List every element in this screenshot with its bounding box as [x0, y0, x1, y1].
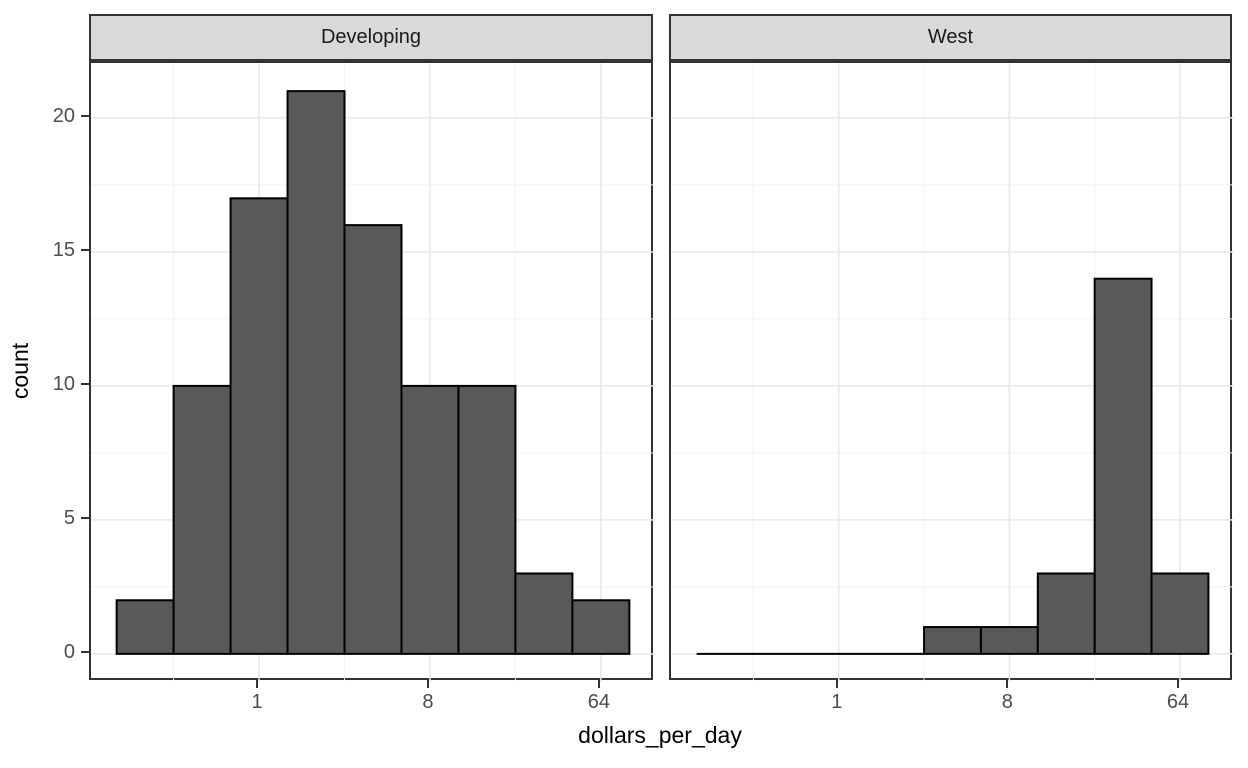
panel-west	[669, 61, 1234, 682]
histogram-bar	[1150, 572, 1210, 655]
y-tick-mark	[81, 516, 89, 519]
panel-canvas-west	[671, 63, 1234, 682]
y-tick-mark	[81, 114, 89, 117]
x-tick-label: 64	[1166, 691, 1190, 713]
x-axis-title: dollars_per_day	[578, 722, 742, 748]
x-tick-mark	[1006, 680, 1009, 688]
histogram-bar	[286, 90, 346, 655]
facet-strip-label: Developing	[320, 26, 422, 48]
x-tick-label: 1	[831, 691, 843, 713]
y-tick-mark	[81, 248, 89, 251]
histogram-bar	[923, 626, 982, 655]
x-tick-mark	[256, 680, 259, 688]
y-tick-mark	[81, 382, 89, 385]
histogram-bar	[514, 572, 574, 655]
histogram-bar	[172, 384, 232, 655]
facet-strip-developing: Developing	[89, 14, 653, 61]
histogram-bar	[343, 224, 403, 655]
x-tick-mark	[597, 680, 600, 688]
y-tick-label: 0	[63, 640, 75, 663]
y-tick-label: 5	[63, 506, 75, 529]
histogram-bar	[571, 599, 631, 655]
histogram-bar	[457, 384, 517, 655]
x-tick-label: 1	[251, 691, 263, 713]
y-tick-label: 20	[52, 104, 75, 127]
x-tick-label: 8	[1001, 691, 1013, 713]
facet-strip-west: West	[669, 14, 1232, 61]
x-tick-label: 8	[422, 691, 434, 713]
panel-canvas-developing	[91, 63, 655, 682]
histogram-bar	[229, 197, 289, 655]
histogram-bar	[1093, 277, 1153, 655]
histogram-bar	[979, 626, 1039, 655]
histogram-bar	[115, 599, 175, 655]
y-axis-title: count	[7, 342, 33, 400]
histogram-bar	[1036, 572, 1096, 655]
x-tick-mark	[426, 680, 429, 688]
panel-developing	[89, 61, 655, 682]
x-tick-mark	[835, 680, 838, 688]
y-tick-label: 15	[52, 238, 75, 261]
y-tick-label: 10	[52, 372, 75, 395]
histogram-bar	[400, 384, 460, 655]
x-tick-label: 64	[587, 691, 610, 713]
y-tick-mark	[81, 650, 89, 653]
facet-strip-label: West	[927, 26, 974, 48]
x-tick-mark	[1176, 680, 1179, 688]
